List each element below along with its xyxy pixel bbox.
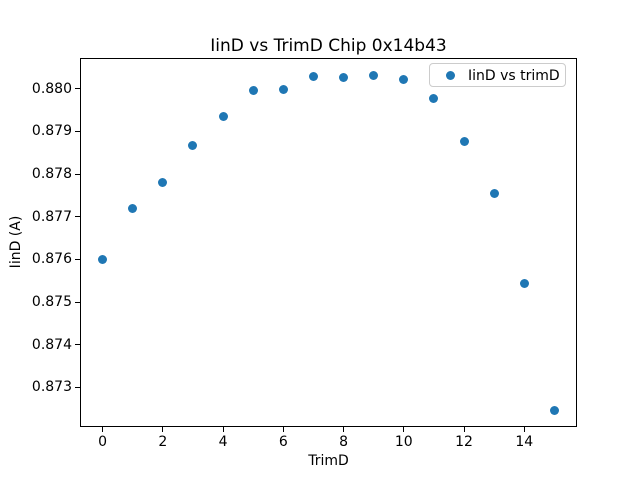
legend: IinD vs trimD xyxy=(429,63,566,87)
y-tick xyxy=(75,173,80,175)
legend-marker-icon xyxy=(446,71,455,80)
y-tick-label: 0.873 xyxy=(31,379,72,396)
y-tick xyxy=(75,216,80,218)
x-tick xyxy=(403,427,405,432)
data-point xyxy=(308,72,318,82)
y-tick-label: 0.879 xyxy=(31,123,72,140)
y-tick-label: 0.874 xyxy=(31,336,72,353)
plot-area xyxy=(80,58,577,427)
y-tick-label: 0.875 xyxy=(31,294,72,310)
data-point xyxy=(549,405,559,415)
legend-label: IinD vs trimD xyxy=(468,68,560,84)
x-tick-label: 8 xyxy=(339,434,348,450)
x-tick xyxy=(102,427,104,432)
y-tick xyxy=(75,88,80,90)
y-tick xyxy=(75,386,80,388)
y-tick xyxy=(75,130,80,132)
y-tick-label: 0.877 xyxy=(31,208,72,225)
data-point xyxy=(519,279,529,289)
x-tick xyxy=(282,427,284,432)
x-tick-label: 4 xyxy=(218,434,228,450)
y-tick-label: 0.878 xyxy=(31,166,72,183)
data-point xyxy=(128,203,138,213)
chart-title: IinD vs TrimD Chip 0x14b43 xyxy=(210,36,447,56)
data-point xyxy=(399,75,409,85)
x-tick xyxy=(343,427,345,432)
x-tick-label: 0 xyxy=(98,434,108,450)
y-tick xyxy=(75,258,80,260)
x-tick-label: 2 xyxy=(158,434,168,450)
y-axis-label-text: IinD (A) xyxy=(8,215,24,269)
data-point xyxy=(339,72,349,82)
data-point xyxy=(248,85,258,95)
x-axis-label: TrimD xyxy=(308,453,349,469)
data-point xyxy=(158,177,168,187)
y-tick xyxy=(75,301,80,303)
x-tick xyxy=(463,427,465,432)
x-tick xyxy=(162,427,164,432)
y-tick-label: 0.876 xyxy=(31,251,72,268)
y-tick xyxy=(75,344,80,346)
data-point xyxy=(459,136,469,146)
x-tick-label: 14 xyxy=(515,434,534,450)
data-point xyxy=(489,189,499,199)
x-tick-label: 10 xyxy=(394,434,413,450)
data-point xyxy=(369,70,379,80)
data-point xyxy=(278,85,288,95)
x-tick xyxy=(523,427,525,432)
x-tick-label: 6 xyxy=(278,434,288,450)
data-point xyxy=(188,141,198,151)
x-tick xyxy=(222,427,224,432)
y-tick-label: 0.880 xyxy=(31,80,72,97)
data-point xyxy=(98,254,108,264)
data-point xyxy=(218,111,228,121)
x-tick-label: 12 xyxy=(455,434,473,450)
data-point xyxy=(429,94,439,104)
